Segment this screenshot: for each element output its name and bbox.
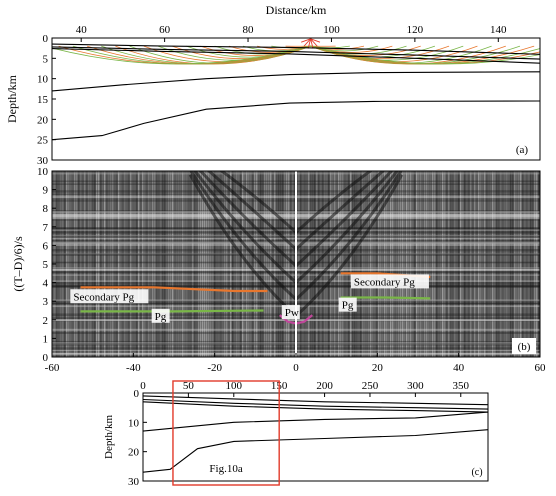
y-tick-label: 10	[37, 166, 49, 178]
panel-b-frame	[51, 170, 541, 358]
phase-label: Secondary Pg	[73, 291, 134, 303]
phase-label: Pw	[285, 307, 299, 319]
y-tick-label: 9	[43, 185, 49, 197]
velocity-boundary	[143, 395, 488, 406]
y-tick-label: 0	[43, 352, 49, 364]
x-tick-label: -60	[45, 362, 60, 374]
y-tick-label: 20	[37, 114, 49, 126]
x-tick-label: 50	[183, 380, 195, 392]
panel-b-label: (b)	[518, 341, 531, 353]
y-tick-label: 0	[43, 33, 49, 45]
y-tick-label: 0	[134, 388, 140, 400]
phase-label: Pg	[342, 300, 354, 312]
x-tick-label: 0	[293, 362, 299, 374]
panel-a-xlabel: Distance/km	[266, 3, 327, 17]
y-tick-label: 25	[37, 135, 49, 147]
ray-path	[310, 45, 540, 65]
x-tick-label: 140	[490, 24, 507, 36]
x-tick-label: 20	[372, 362, 384, 374]
panel-a-ticks: 40 60 80 100 120 140 0 5 10 15 20 25 30	[37, 24, 507, 167]
y-tick-label: 8	[43, 203, 49, 215]
x-tick-label: 0	[140, 380, 146, 392]
fig10a-label: Fig.10a	[209, 463, 242, 475]
panel-c-frame	[142, 392, 489, 482]
direct-ray	[310, 38, 321, 43]
x-tick-label: 250	[362, 380, 379, 392]
x-tick-label: 60	[535, 362, 547, 374]
panel-c-ylabel: Depth/km	[103, 415, 115, 459]
y-tick-label: 5	[43, 259, 49, 271]
y-tick-label: 1	[43, 333, 49, 345]
direct-ray	[301, 38, 311, 43]
panel-c-boundaries	[143, 395, 488, 473]
panel-c-label: (c)	[471, 467, 482, 478]
fig10a-highlight-box	[172, 380, 280, 486]
panel-a: Distance/km Depth/km 40 60 80 100 120 140 0 5 10…	[5, 3, 541, 167]
velocity-boundary	[143, 398, 488, 410]
panel-b: ((T–D)/6)/s -60 -40 -20 0 20 40 60 0 1 2 3 4 5 6 7 8 9 10…	[11, 166, 547, 374]
y-tick-label: 10	[37, 74, 49, 86]
travel-time-pick	[80, 286, 268, 293]
velocity-boundary	[143, 429, 488, 473]
x-tick-label: 100	[323, 24, 340, 36]
y-tick-label: 4	[43, 278, 49, 290]
y-tick-label: 20	[128, 447, 140, 459]
x-tick-label: 350	[453, 380, 470, 392]
y-tick-label: 7	[43, 222, 49, 234]
y-tick-label: 30	[37, 155, 49, 167]
x-tick-label: 300	[407, 380, 424, 392]
phase-label: Secondary Pg	[354, 276, 415, 288]
y-tick-label: 3	[43, 296, 49, 308]
velocity-boundary	[52, 100, 540, 141]
panel-a-boundaries	[52, 43, 540, 141]
velocity-boundary	[52, 43, 540, 55]
y-tick-label: 15	[37, 94, 49, 106]
y-tick-label: 6	[43, 240, 49, 252]
travel-time-pick	[80, 309, 264, 313]
panel-a-label: (a)	[516, 144, 529, 156]
x-tick-label: 200	[316, 380, 333, 392]
travel-time-pick	[340, 296, 431, 300]
y-tick-label: 10	[128, 417, 140, 429]
y-tick-label: 2	[43, 315, 49, 327]
x-tick-label: 60	[159, 24, 171, 36]
direct-ray	[307, 38, 312, 49]
x-tick-label: 100	[226, 380, 243, 392]
phase-label: Pg	[155, 311, 167, 323]
direct-ray	[310, 38, 318, 47]
y-tick-label: 5	[43, 53, 49, 65]
panel-a-frame	[51, 37, 541, 161]
velocity-boundary	[143, 401, 488, 413]
direct-ray	[303, 38, 311, 47]
panel-a-ylabel: Depth/km	[5, 74, 19, 123]
y-tick-label: 30	[128, 476, 140, 488]
velocity-boundary	[52, 48, 540, 64]
x-tick-label: -20	[207, 362, 222, 374]
panel-b-ylabel: ((T–D)/6)/s	[11, 236, 25, 292]
x-tick-label: 40	[76, 24, 88, 36]
x-tick-label: -40	[126, 362, 141, 374]
velocity-boundary	[52, 71, 540, 92]
velocity-boundary	[52, 46, 540, 60]
direct-ray	[310, 38, 314, 49]
x-tick-label: 120	[407, 24, 424, 36]
x-tick-label: 40	[453, 362, 465, 374]
x-tick-label: 80	[243, 24, 255, 36]
velocity-boundary	[143, 411, 488, 432]
